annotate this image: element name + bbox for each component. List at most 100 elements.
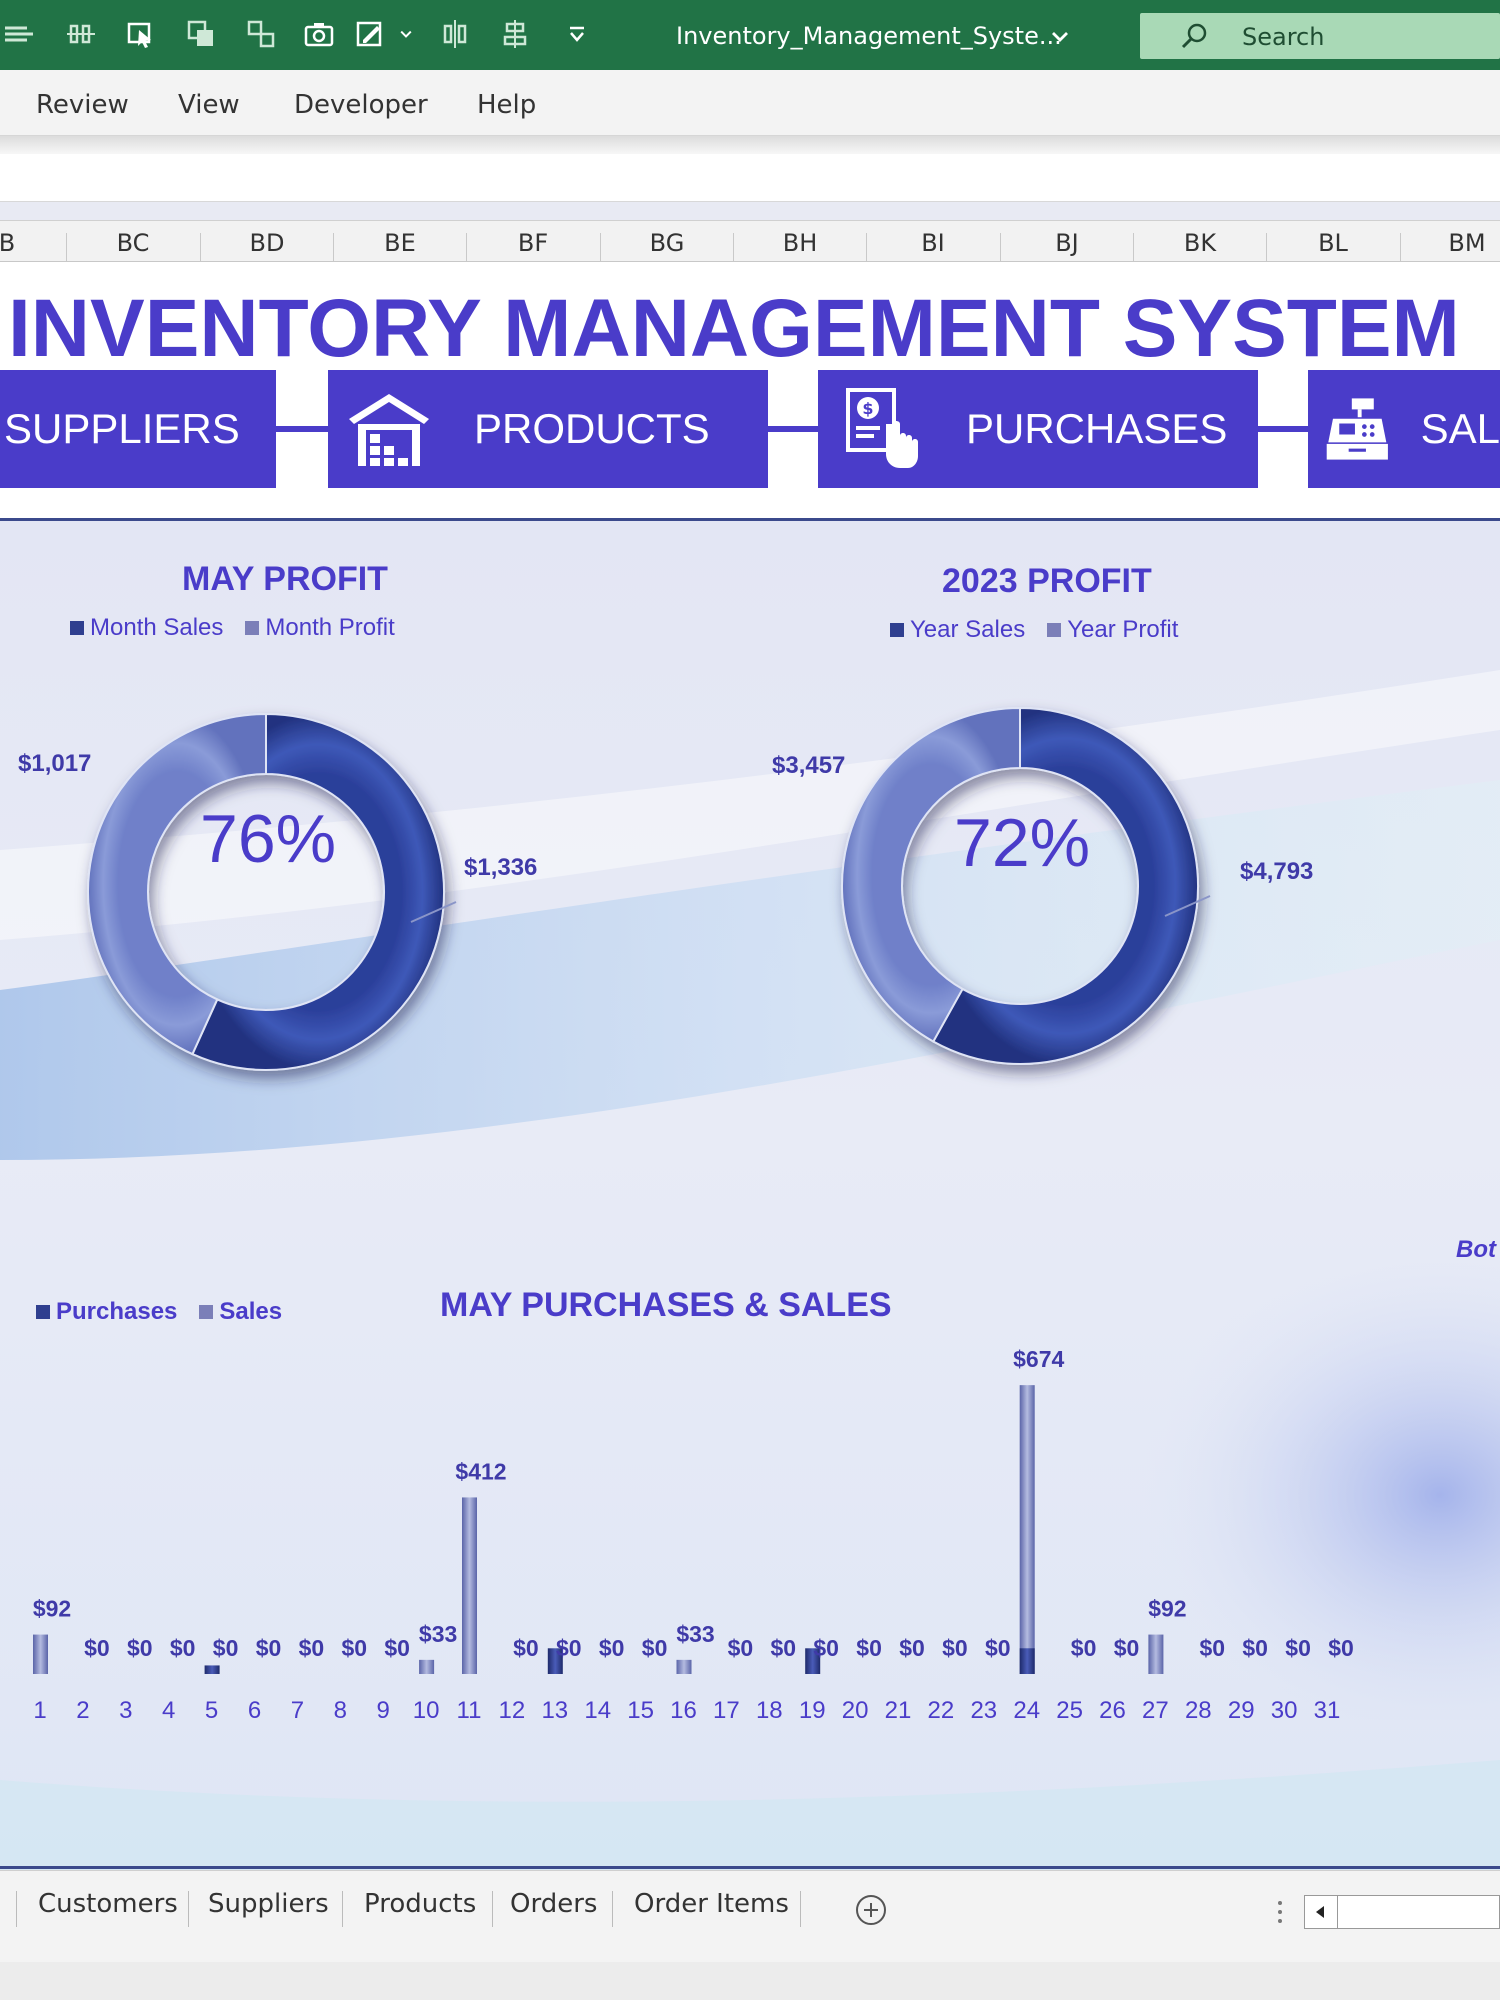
formula-bar[interactable] <box>0 154 1500 202</box>
products-button[interactable]: PRODUCTS <box>328 370 768 488</box>
sheet-tab-orders[interactable]: Orders <box>510 1889 598 1919</box>
bar-value-label: $0 <box>1328 1635 1354 1661</box>
column-header[interactable]: BE <box>384 229 416 257</box>
legend-year-profit: Year Profit <box>1067 616 1179 643</box>
distribute-icon[interactable] <box>64 17 98 51</box>
bar-value-label: $0 <box>899 1635 925 1661</box>
tab-divider <box>492 1891 493 1927</box>
search-placeholder: Search <box>1242 23 1325 51</box>
bar-sales <box>676 1659 692 1674</box>
may-profit-title: MAY PROFIT <box>182 560 388 598</box>
select-objects-icon[interactable] <box>124 17 158 51</box>
camera-icon[interactable] <box>302 17 336 51</box>
x-tick-label: 29 <box>1228 1697 1255 1724</box>
more-options-icon[interactable] <box>1274 1897 1286 1927</box>
tab-divider <box>800 1891 801 1927</box>
tab-help[interactable]: Help <box>477 90 537 120</box>
ribbon-tabs: Review View Developer Help <box>0 70 1500 136</box>
customize-toolbar-icon[interactable] <box>560 17 594 51</box>
bar-value-label: $0 <box>513 1635 539 1661</box>
search-input[interactable]: Search <box>1140 13 1500 59</box>
x-tick-label: 12 <box>499 1697 526 1724</box>
tab-view[interactable]: View <box>178 90 240 120</box>
edit-shape-icon[interactable] <box>354 17 388 51</box>
column-header[interactable]: BI <box>921 229 945 257</box>
align-middle-icon[interactable] <box>438 17 472 51</box>
bar-value-label: $0 <box>256 1635 282 1661</box>
column-header[interactable]: BJ <box>1055 229 1079 257</box>
column-header[interactable]: BF <box>517 229 549 257</box>
sales-label: SAL <box>1420 405 1500 452</box>
x-tick-label: 2 <box>76 1697 89 1724</box>
title-bar: Inventory_Management_Syste... Search <box>0 0 1500 70</box>
x-tick-label: 15 <box>627 1697 654 1724</box>
bar-value-label: $0 <box>84 1635 110 1661</box>
column-header[interactable]: BD <box>249 229 285 257</box>
column-header[interactable]: BG <box>649 229 685 257</box>
column-divider <box>733 233 734 261</box>
year-profit-percent: 72% <box>954 805 1091 881</box>
legend-month-sales: Month Sales <box>90 614 224 641</box>
column-divider <box>1000 233 1001 261</box>
bar-value-label: $33 <box>419 1621 457 1647</box>
sheet-tab-products[interactable]: Products <box>364 1889 477 1919</box>
side-note: Bot <box>1456 1236 1496 1263</box>
dashboard-divider <box>0 518 1500 521</box>
purchases-button[interactable]: $ PURCHASES <box>818 370 1258 488</box>
bar-value-label: $92 <box>33 1596 71 1622</box>
tab-review[interactable]: Review <box>36 90 129 120</box>
column-header[interactable]: BL <box>1318 229 1348 257</box>
sheet-tab-order-items[interactable]: Order Items <box>634 1889 789 1919</box>
x-tick-label: 10 <box>413 1697 440 1724</box>
column-header[interactable]: BK <box>1183 229 1217 257</box>
legend-swatch <box>199 1305 214 1319</box>
x-tick-label: 25 <box>1056 1697 1083 1724</box>
column-header[interactable]: B <box>0 229 16 257</box>
bring-forward-icon[interactable] <box>184 17 218 51</box>
tab-developer[interactable]: Developer <box>294 90 428 120</box>
donut-slice-sales <box>191 712 445 1071</box>
bar-sales <box>1148 1634 1164 1674</box>
align-center-icon[interactable] <box>2 17 36 51</box>
x-tick-label: 3 <box>119 1697 132 1724</box>
leader-line <box>1164 895 1211 917</box>
x-tick-label: 4 <box>162 1697 175 1724</box>
align-stack-icon[interactable] <box>498 17 532 51</box>
bar-chart-title: MAY PURCHASES & SALES <box>440 1286 892 1324</box>
column-divider <box>1266 233 1267 261</box>
file-title[interactable]: Inventory_Management_Syste... <box>676 22 1062 50</box>
column-header[interactable]: BM <box>1448 229 1486 257</box>
column-header[interactable]: BC <box>116 229 150 257</box>
x-tick-label: 5 <box>205 1697 218 1724</box>
bar-sales <box>1019 1385 1035 1674</box>
purchases-label: PURCHASES <box>966 405 1228 452</box>
bar-purchases <box>547 1648 563 1674</box>
worksheet[interactable]: INVENTORY MANAGEMENT SYSTEM SUPPLIERS PR… <box>0 262 1500 1870</box>
column-divider <box>1400 233 1401 261</box>
bar-value-label: $674 <box>1013 1346 1064 1372</box>
column-header-row: B BC BD BE BF BG BH BI BJ BK BL BM <box>0 220 1500 262</box>
title-chevron-icon[interactable] <box>1050 26 1070 46</box>
scroll-left-icon[interactable] <box>1313 1904 1327 1920</box>
suppliers-button[interactable]: SUPPLIERS <box>0 370 276 488</box>
bar-value-label: $0 <box>1114 1635 1140 1661</box>
legend-sales: Sales <box>219 1298 283 1325</box>
warehouse-icon <box>349 394 429 466</box>
bar-value-label: $0 <box>1242 1635 1268 1661</box>
purchases-sales-bar-chart: $92 1 $0 2 $0 3 $0 4 $0 5 $0 6 $0 7 $0 8 $0 9 $33 10 $412 11 $… <box>33 1346 1354 1724</box>
sheet-tab-suppliers[interactable]: Suppliers <box>208 1889 329 1919</box>
dropdown-chevron-icon[interactable] <box>396 17 416 51</box>
donut-slice-sales <box>931 706 1199 1065</box>
sheet-tab-customers[interactable]: Customers <box>38 1889 178 1919</box>
x-tick-label: 30 <box>1271 1697 1298 1724</box>
x-tick-label: 19 <box>799 1697 826 1724</box>
bar-value-label: $0 <box>985 1635 1011 1661</box>
send-backward-icon[interactable] <box>244 17 278 51</box>
sales-button[interactable]: SAL <box>1308 370 1500 488</box>
ribbon-shadow <box>0 136 1500 154</box>
add-sheet-icon[interactable] <box>854 1893 888 1927</box>
column-divider <box>600 233 601 261</box>
horizontal-scrollbar[interactable] <box>1304 1895 1500 1929</box>
may-profit-label: $1,017 <box>18 750 92 777</box>
column-header[interactable]: BH <box>782 229 818 257</box>
